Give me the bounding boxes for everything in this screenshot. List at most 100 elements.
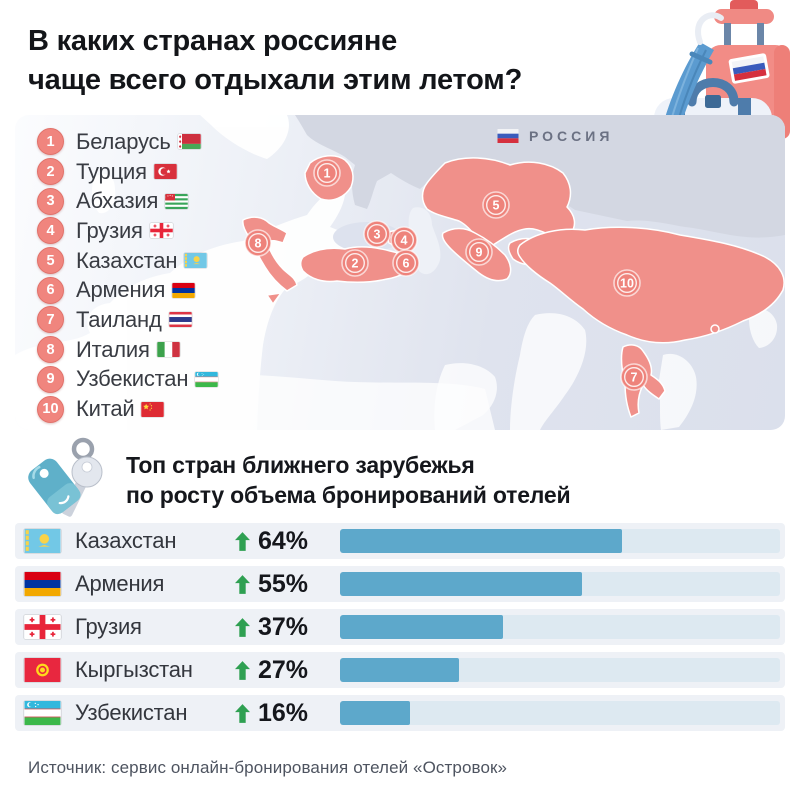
growth-up-arrow-icon [235,531,250,551]
country-china [517,226,785,344]
growth-bar-chart: Казахстан 64% Армения 55% Грузия 37% Кыр… [15,523,785,738]
country-ranking-list: 1 Беларусь 2 Турция 3 Абхазия 4 Грузия 5 Каза… [37,127,218,424]
russia-label-group: РОССИЯ [497,128,613,144]
flag-turkey-icon [154,164,177,179]
country-name: Турция [76,158,147,184]
growth-up-arrow-icon [235,617,250,637]
growth-value: 37% [258,612,309,641]
chart-country-name: Грузия [75,614,142,639]
flag-uzbekistan-icon [195,372,218,387]
rank-badge: 2 [37,158,64,186]
map-marker-10: 10 [613,269,641,297]
svg-text:5: 5 [493,199,500,213]
land-europe [15,115,778,430]
bar-track [340,615,780,639]
map-marker-4: 4 [390,226,418,254]
growth-up-arrow-icon [235,660,250,680]
rank-badge: 1 [37,128,64,156]
rank-badge: 5 [37,247,64,275]
bar-fill [340,572,582,596]
map-markers: 1 2 3 4 5 6 7 8 9 10 [244,159,648,391]
rank-badge: 6 [37,276,64,304]
ranking-item: 5 Казахстан [37,246,218,276]
ranking-item: 6 Армения [37,275,218,305]
map-marker-8: 8 [244,229,272,257]
growth-heading-line1: Топ стран ближнего зарубежья [126,452,475,478]
rank-badge: 9 [37,365,64,393]
ranking-item: 1 Беларусь [37,127,218,157]
map-marker-3: 3 [363,220,391,248]
rank-badge: 4 [37,217,64,245]
russia-label: РОССИЯ [529,128,613,144]
chart-row-kyrgyzstan: Кыргызстан 27% [15,652,785,688]
map-marker-9: 9 [465,238,493,266]
source-note: Источник: сервис онлайн-бронирования оте… [28,758,508,777]
map-marker-5: 5 [482,191,510,219]
svg-text:7: 7 [631,371,638,385]
rank-badge: 10 [37,395,64,423]
flag-china-icon [141,402,164,417]
flag-italy-icon [157,342,180,357]
flag-belarus-icon [178,134,201,149]
country-china-island [710,324,720,334]
country-italy-sicily [266,292,282,305]
flag-uzbekistan-icon [24,701,61,725]
ranking-item: 3 Абхазия [37,186,218,216]
page-title: В каких странах россияне чаще всего отды… [28,22,522,99]
flag-georgia-icon [150,223,173,238]
russia-flag-sticker-icon [728,53,770,84]
map-marker-1: 1 [313,159,341,187]
ranking-item: 7 Таиланд [37,305,218,335]
ranking-item: 2 Турция [37,157,218,187]
flag-thailand-icon [169,312,192,327]
growth-up-arrow-icon [235,574,250,594]
growth-value: 27% [258,655,309,684]
chart-row-uzbekistan: Узбекистан 16% [15,695,785,731]
growth-section-heading: Топ стран ближнего зарубежья по росту об… [126,451,571,511]
chart-row-armenia: Армения 55% [15,566,785,602]
bar-fill [340,658,459,682]
chart-country-name: Казахстан [75,528,177,553]
chart-country-name: Армения [75,571,165,596]
bar-fill [340,529,622,553]
svg-text:4: 4 [401,234,408,248]
growth-up-arrow-icon [235,703,250,723]
chart-row-georgia: Грузия 37% [15,609,785,645]
country-name: Казахстан [76,247,178,273]
country-name: Китай [76,396,135,422]
bar-track [340,658,780,682]
growth-value: 16% [258,698,309,727]
svg-text:9: 9 [476,246,483,260]
page-title-line2: чаще всего отдыхали этим летом? [28,63,523,96]
svg-text:8: 8 [255,237,262,251]
map-marker-6: 6 [392,249,420,277]
country-name: Беларусь [76,128,171,154]
country-name: Узбекистан [76,366,189,392]
ranking-item: 8 Италия [37,335,218,365]
rank-badge: 7 [37,306,64,334]
russia-flag-icon [497,129,519,143]
country-name: Италия [76,336,150,362]
country-name: Таиланд [76,306,162,332]
flag-abkhazia-icon [165,194,188,209]
ranking-item: 9 Узбекистан [37,365,218,395]
flag-kyrgyzstan-icon [24,658,61,682]
bar-fill [340,701,411,725]
rank-badge: 3 [37,187,64,215]
growth-value: 64% [258,526,309,555]
flag-kazakhstan-icon [24,529,61,553]
country-name: Грузия [76,217,143,243]
svg-text:10: 10 [620,277,634,291]
bar-track [340,701,780,725]
world-map: РОССИЯ 1 2 3 4 5 6 7 8 9 10 [15,115,785,430]
flag-armenia-icon [24,572,61,596]
bar-track [340,529,780,553]
svg-text:2: 2 [352,257,359,271]
rank-badge: 8 [37,336,64,364]
growth-value: 55% [258,569,309,598]
map-marker-7: 7 [620,363,648,391]
country-name: Армения [76,277,166,303]
flag-kazakhstan-icon [184,253,207,268]
chart-country-name: Кыргызстан [75,657,193,682]
